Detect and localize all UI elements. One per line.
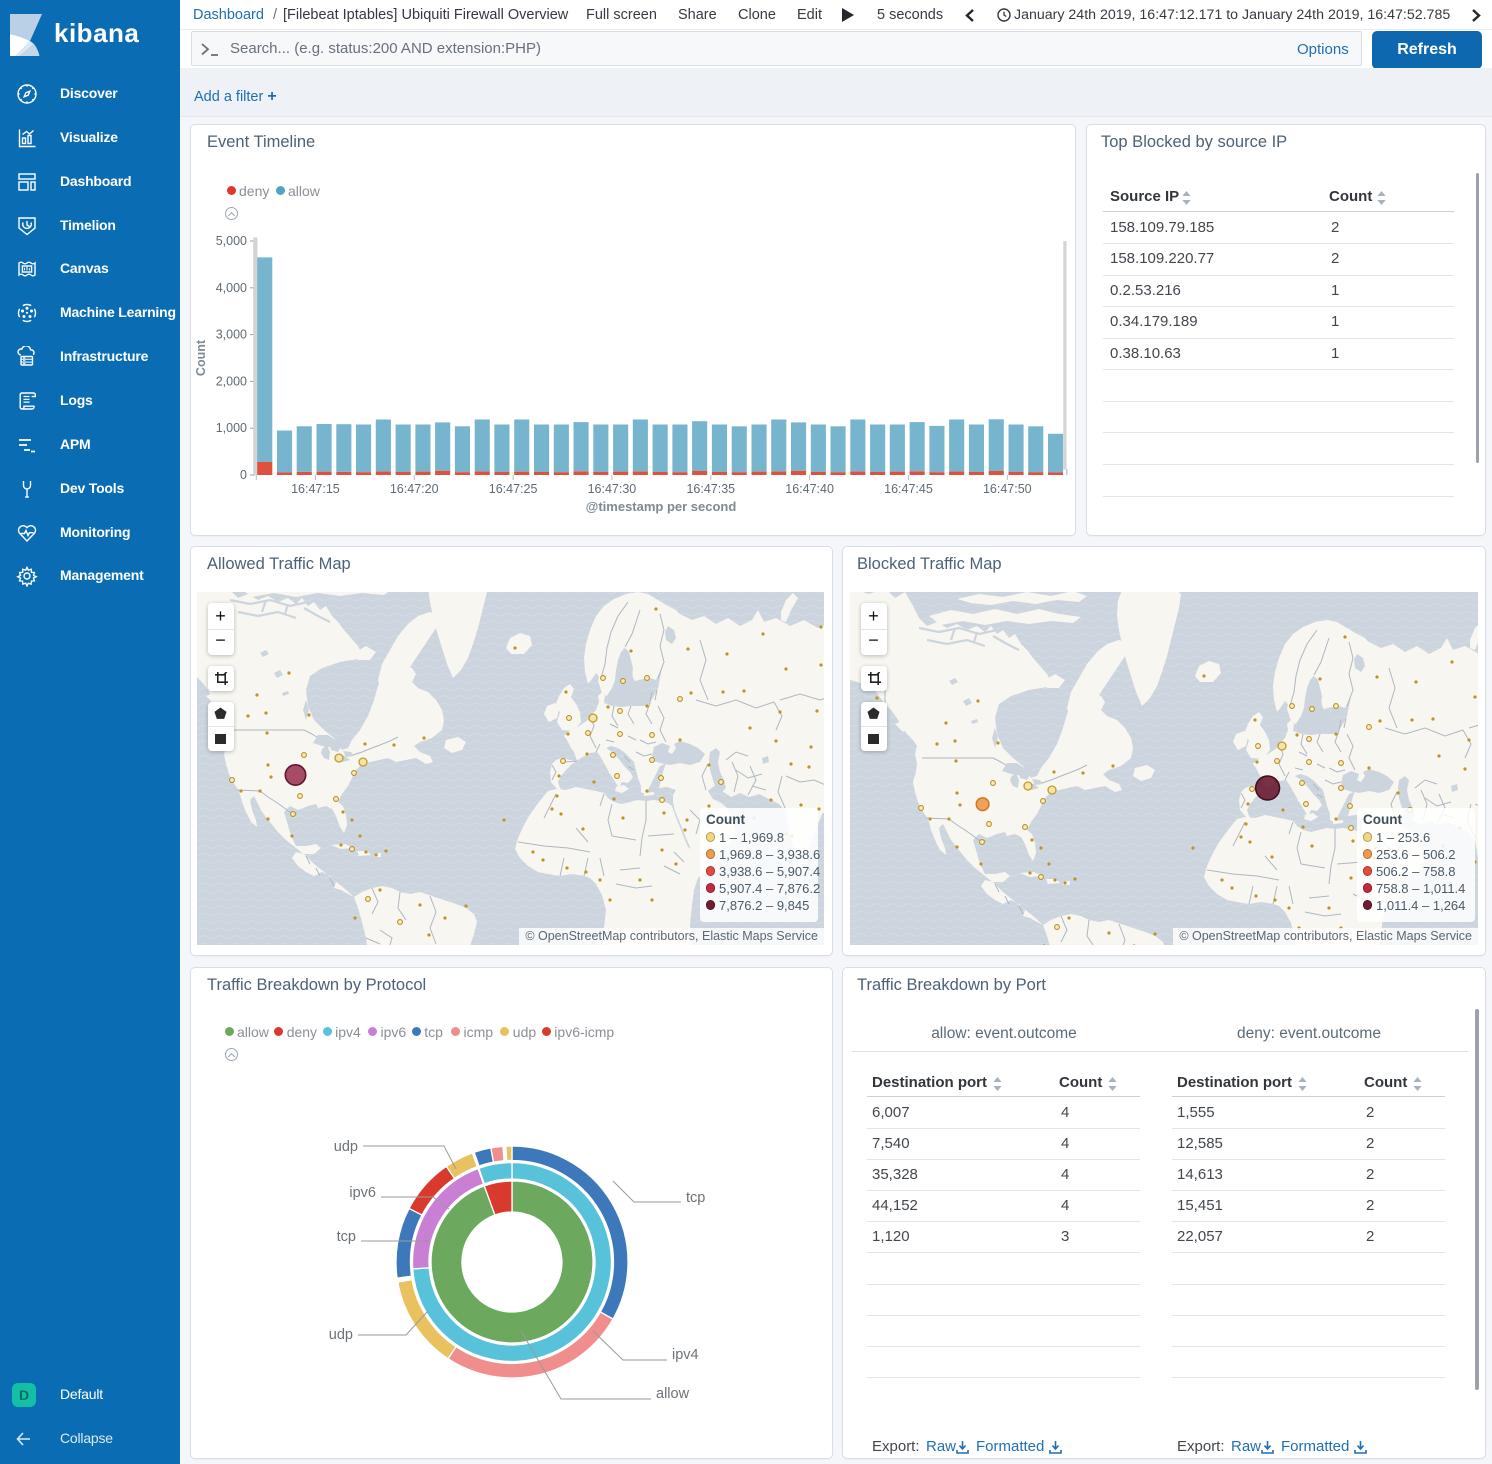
svg-text:3,000: 3,000: [216, 328, 247, 342]
svg-text:2,000: 2,000: [216, 374, 247, 388]
svg-text:5,000: 5,000: [216, 234, 247, 248]
svg-text:1,000: 1,000: [216, 421, 247, 435]
svg-text:tcp: tcp: [686, 1190, 705, 1206]
svg-text:@timestamp per second: @timestamp per second: [586, 499, 737, 514]
svg-text:16:47:30: 16:47:30: [588, 482, 637, 496]
svg-text:16:47:15: 16:47:15: [291, 482, 340, 496]
svg-text:allow: allow: [656, 1386, 690, 1402]
svg-text:4,000: 4,000: [216, 281, 247, 295]
svg-text:16:47:20: 16:47:20: [390, 482, 439, 496]
svg-text:16:47:45: 16:47:45: [884, 482, 933, 496]
svg-text:tcp: tcp: [337, 1229, 356, 1245]
svg-text:udp: udp: [329, 1327, 353, 1343]
svg-text:16:47:35: 16:47:35: [686, 482, 735, 496]
svg-text:Count: Count: [194, 339, 208, 376]
svg-text:16:47:25: 16:47:25: [489, 482, 538, 496]
svg-text:16:47:40: 16:47:40: [785, 482, 834, 496]
svg-text:0: 0: [240, 468, 247, 482]
svg-text:ipv4: ipv4: [672, 1347, 699, 1363]
svg-text:16:47:50: 16:47:50: [983, 482, 1032, 496]
svg-text:udp: udp: [334, 1139, 358, 1155]
svg-text:ipv6: ipv6: [349, 1185, 376, 1201]
